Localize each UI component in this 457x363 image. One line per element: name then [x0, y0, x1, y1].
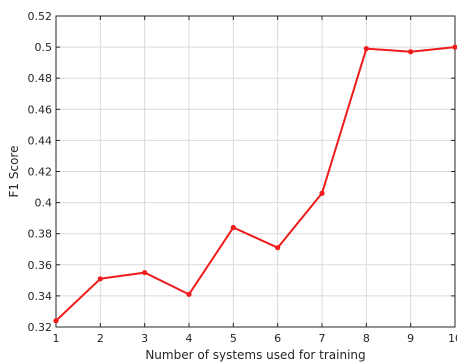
y-tick-label: 0.48: [28, 72, 53, 85]
y-tick-label: 0.44: [28, 134, 53, 147]
y-tick-label: 0.42: [28, 166, 53, 179]
series-line: [55, 46, 456, 322]
y-tick-label: 0.34: [28, 290, 53, 303]
x-tick-label: 4: [186, 332, 193, 345]
y-tick-label: 0.4: [35, 197, 53, 210]
data-point: [53, 318, 59, 324]
data-point: [319, 190, 325, 196]
x-tick-label: 2: [97, 332, 104, 345]
grid-lines: [55, 15, 456, 328]
data-point: [408, 49, 414, 55]
x-tick-label: 6: [274, 332, 281, 345]
x-tick-label: 3: [141, 332, 148, 345]
data-point: [97, 276, 103, 282]
x-tick-label: 5: [230, 332, 237, 345]
data-point: [363, 46, 369, 52]
x-axis-label: Number of systems used for training: [145, 348, 365, 362]
x-tick-label: 8: [363, 332, 370, 345]
y-tick-label: 0.38: [28, 228, 53, 241]
data-point: [452, 44, 457, 50]
y-axis-label: F1 Score: [7, 146, 21, 198]
y-tick-label: 0.46: [28, 103, 53, 116]
data-series: [53, 44, 457, 324]
data-point: [142, 269, 148, 276]
x-tick-label: 9: [407, 332, 414, 345]
x-tick-label: 1: [53, 332, 60, 345]
x-tick-label: 10: [448, 332, 457, 345]
data-point: [186, 291, 192, 297]
x-tick-label: 7: [319, 332, 326, 345]
y-tick-label: 0.52: [28, 10, 53, 23]
y-tick-label: 0.36: [28, 259, 53, 272]
tick-labels: 1 2 3 4 5 6 7 8 9 10 0.32 0.34 0.36 0.38 0.4 0.42 0.44 0.…: [28, 10, 457, 345]
axis-ticks: [55, 15, 456, 328]
data-point: [230, 224, 236, 231]
y-tick-label: 0.32: [28, 321, 53, 334]
data-point: [275, 245, 281, 251]
y-tick-label: 0.5: [35, 41, 53, 54]
